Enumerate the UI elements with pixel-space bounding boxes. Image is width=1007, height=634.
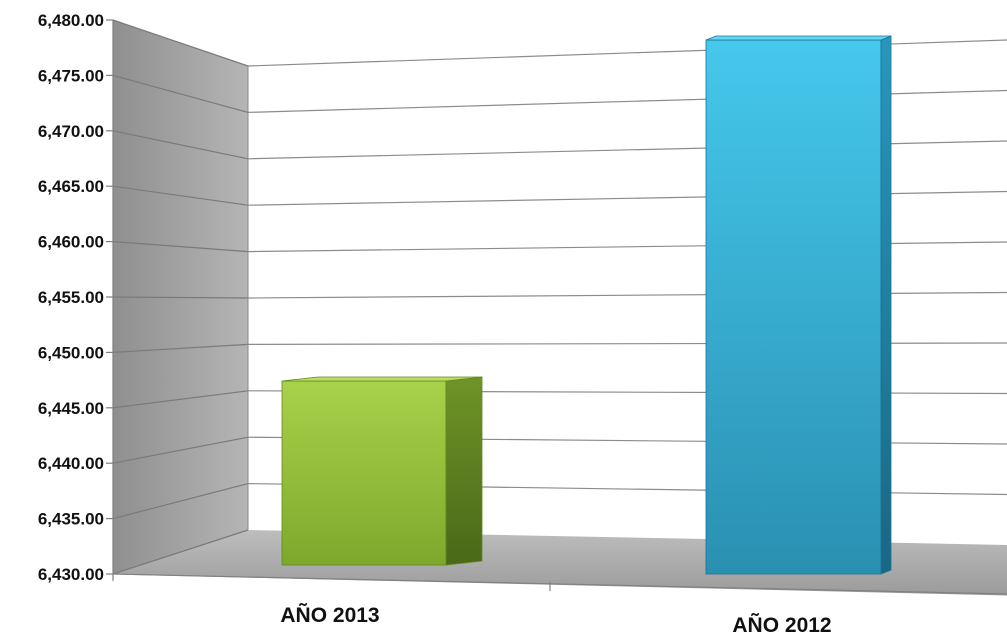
- y-tick-label: 6,475.00: [38, 66, 104, 85]
- gridline-wall: [112, 436, 249, 464]
- bar-top-face: [281, 376, 483, 382]
- bar: [705, 35, 892, 575]
- axes: [106, 19, 1007, 595]
- gridline-wall: [112, 130, 249, 160]
- gridline: [247, 291, 1007, 299]
- bars: [281, 35, 892, 575]
- y-tick-label: 6,440.00: [38, 454, 104, 473]
- x-category-label: AÑO 2013: [280, 604, 379, 627]
- bar-side-face: [880, 35, 892, 575]
- gridline-wall: [112, 74, 249, 113]
- bar-front-face: [281, 380, 447, 566]
- gridline-wall: [112, 390, 249, 409]
- y-tick-label: 6,430.00: [38, 565, 104, 584]
- bar-front-face: [705, 39, 882, 575]
- y-tick-label: 6,470.00: [38, 122, 104, 141]
- gridline: [247, 241, 1007, 253]
- y-tick-label: 6,465.00: [38, 177, 104, 196]
- x-axis: [112, 573, 1007, 595]
- gridline: [247, 342, 1007, 345]
- gridline-wall: [112, 185, 249, 206]
- gridline-wall: [112, 483, 249, 520]
- y-tick-label: 6,480.00: [38, 11, 104, 30]
- y-tick-label: 6,445.00: [38, 399, 104, 418]
- gridline-wall: [112, 19, 249, 67]
- gridline: [247, 39, 1007, 67]
- y-tick-label: 6,460.00: [38, 233, 104, 252]
- y-tick-label: 6,450.00: [38, 343, 104, 362]
- gridline: [247, 190, 1007, 206]
- gridline: [247, 89, 1007, 113]
- x-category-label: AÑO 2012: [732, 614, 831, 634]
- y-tick-label: 6,455.00: [38, 288, 104, 307]
- y-tick-label: 6,435.00: [38, 510, 104, 529]
- bar-side-face: [445, 376, 483, 566]
- gridline-wall: [112, 296, 249, 299]
- bar-top-face: [705, 35, 892, 41]
- bar: [281, 376, 483, 566]
- labels: 6,480.00 6,475.00 6,470.00 6,465.00 6,460.00…: [38, 11, 832, 634]
- gridline-wall: [112, 529, 249, 575]
- gridline-wall: [112, 241, 249, 253]
- gridline-wall: [112, 343, 249, 353]
- gridline: [247, 140, 1007, 160]
